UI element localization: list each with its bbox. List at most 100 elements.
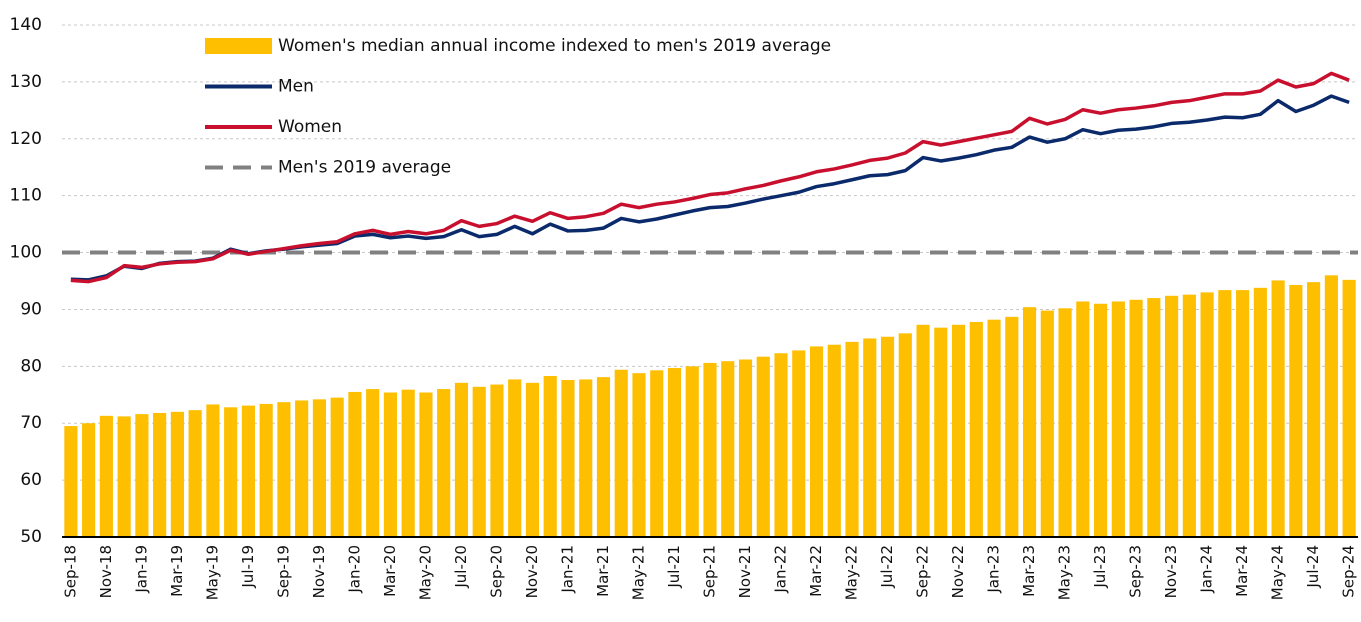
x-tick-label: Nov-19	[310, 545, 328, 598]
x-tick-label: Jan-20	[345, 545, 363, 594]
bar	[383, 392, 398, 537]
x-tick-label: Sep-19	[274, 545, 292, 598]
legend-label: Women	[278, 117, 342, 137]
bar	[99, 415, 113, 537]
x-tick-label: Jul-24	[1304, 545, 1322, 589]
bar	[1236, 290, 1250, 537]
bar	[206, 404, 220, 537]
bar	[880, 336, 895, 537]
bar	[241, 405, 255, 537]
bar	[1324, 275, 1338, 537]
x-tick-label: Mar-22	[807, 545, 825, 597]
bar	[951, 324, 966, 537]
bar	[1147, 298, 1161, 537]
bar	[1040, 310, 1054, 537]
y-tick-label: 120	[10, 129, 42, 149]
y-tick-label: 80	[20, 356, 42, 376]
bar	[632, 373, 646, 537]
bar	[312, 399, 326, 537]
x-tick-label: Sep-20	[487, 545, 505, 598]
x-tick-label: Mar-21	[594, 545, 612, 597]
x-tick-label: May-21	[629, 545, 647, 600]
x-tick-label: Sep-18	[61, 545, 79, 598]
x-tick-label: Sep-21	[701, 545, 719, 598]
y-tick-label: 60	[20, 470, 42, 490]
bar	[401, 389, 415, 537]
bar	[703, 362, 717, 537]
bar	[1058, 308, 1072, 537]
x-tick-label: Mar-24	[1233, 545, 1251, 597]
legend-label: Women's median annual income indexed to …	[278, 36, 831, 56]
bar	[1005, 316, 1019, 537]
x-tick-label: May-19	[203, 545, 221, 600]
bar	[827, 344, 841, 537]
bar	[82, 423, 96, 537]
bar	[1094, 303, 1108, 537]
y-tick-label: 110	[10, 186, 42, 206]
bar	[579, 379, 593, 537]
bar	[756, 356, 770, 537]
x-tick-label: Mar-20	[381, 545, 399, 597]
bar	[1182, 294, 1196, 537]
x-tick-label: May-24	[1269, 545, 1287, 600]
bar	[667, 368, 682, 537]
bar	[934, 327, 948, 537]
x-tick-label: Sep-23	[1127, 545, 1145, 598]
bar	[1289, 284, 1303, 537]
bar	[419, 392, 433, 537]
bar	[508, 379, 522, 537]
bar	[792, 350, 806, 537]
bar	[117, 416, 131, 537]
bar	[987, 319, 1001, 537]
bar	[916, 324, 930, 537]
y-tick-label: 50	[20, 527, 42, 547]
bar	[969, 321, 983, 537]
bar	[295, 400, 309, 537]
legend-label: Men	[278, 77, 314, 97]
x-tick-label: May-20	[416, 545, 434, 600]
bar	[543, 376, 557, 537]
bar	[721, 361, 735, 537]
bar	[490, 384, 504, 537]
y-tick-label: 140	[10, 15, 42, 35]
x-tick-label: Jan-22	[772, 545, 790, 594]
bar	[774, 353, 788, 537]
bar	[650, 370, 664, 537]
bar	[1342, 279, 1356, 537]
x-tick-label: Mar-19	[168, 545, 186, 597]
x-tick-label: Nov-20	[523, 545, 541, 598]
x-tick-label: May-23	[1056, 545, 1074, 600]
bar	[738, 359, 753, 537]
bar	[525, 382, 540, 537]
legend-label: Men's 2019 average	[278, 158, 451, 178]
bar	[224, 407, 238, 537]
x-tick-label: Nov-18	[97, 545, 115, 598]
bar	[135, 414, 149, 537]
bar	[1165, 295, 1179, 537]
x-tick-label: Jan-21	[558, 545, 576, 594]
bar	[685, 366, 699, 537]
bar	[348, 391, 362, 537]
bar	[561, 379, 575, 537]
bar	[170, 411, 184, 537]
x-tick-label: Jan-19	[132, 545, 150, 594]
x-tick-label: Nov-22	[949, 545, 967, 598]
bar	[809, 346, 824, 537]
bar	[437, 389, 451, 537]
bar	[64, 426, 78, 537]
bar	[277, 402, 291, 537]
bar	[1076, 301, 1090, 537]
y-tick-label: 130	[10, 72, 42, 92]
bar	[1307, 282, 1321, 537]
x-tick-label: Nov-21	[736, 545, 754, 598]
bar	[1253, 287, 1267, 537]
bar	[1271, 280, 1285, 537]
x-tick-label: Jul-20	[452, 545, 470, 589]
x-tick-label: Sep-22	[914, 545, 932, 598]
bar	[330, 397, 344, 537]
bar	[614, 369, 628, 537]
bar	[898, 333, 912, 537]
bar	[366, 389, 380, 537]
x-tick-label: May-22	[843, 545, 861, 600]
